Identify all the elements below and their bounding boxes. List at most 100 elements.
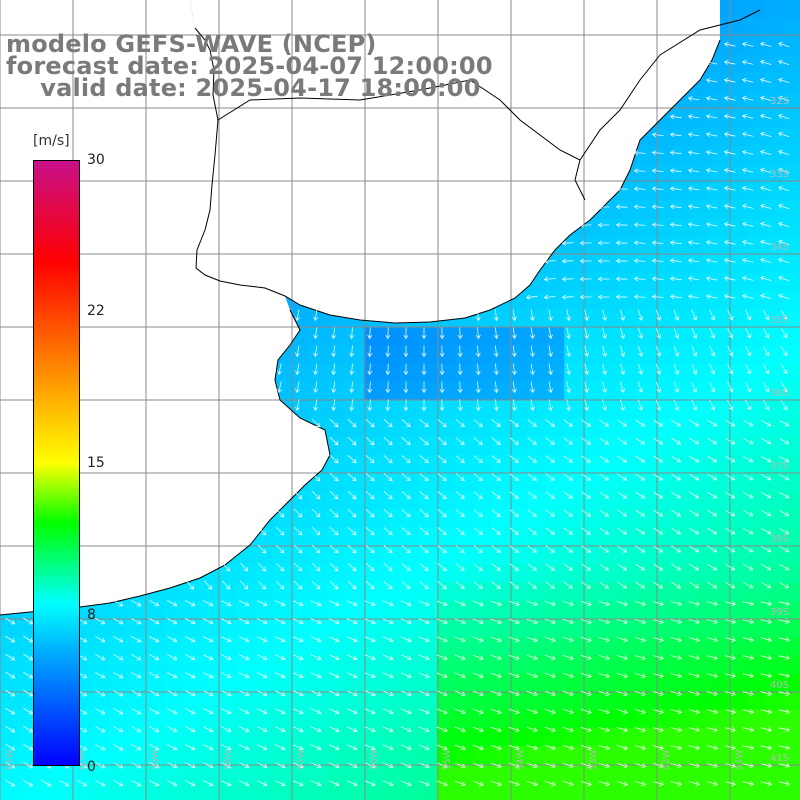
wind-arrow (687, 222, 700, 228)
wind-arrow (511, 363, 517, 376)
wind-cell (600, 691, 620, 711)
wind-arrow (184, 618, 196, 625)
wind-cell (782, 273, 800, 292)
wind-cell (182, 673, 201, 693)
wind-arrow (706, 637, 719, 642)
wind-arrow (23, 743, 34, 751)
wind-arrow (473, 581, 483, 589)
wind-cell (509, 345, 529, 365)
wind-cell (637, 564, 656, 583)
wind-arrow (599, 545, 610, 553)
lat-label: 36S (770, 388, 789, 399)
wind-cell (782, 764, 800, 784)
wind-cell (728, 400, 747, 420)
wind-arrow (759, 167, 772, 173)
wind-arrow (421, 363, 427, 376)
wind-cell (673, 618, 693, 638)
wind-cell (436, 673, 456, 693)
wind-arrow (382, 690, 394, 697)
wind-arrow (724, 601, 737, 606)
wind-arrow (401, 491, 411, 500)
wind-arrow (113, 653, 124, 661)
wind-arrow (364, 726, 376, 733)
wind-cell (473, 764, 492, 784)
wind-arrow (759, 221, 772, 227)
wind-cell (455, 618, 474, 638)
wind-cell (400, 527, 420, 547)
wind-cell (382, 327, 401, 347)
wind-cell (291, 364, 310, 383)
wind-arrow (238, 618, 250, 625)
wind-arrow (579, 222, 592, 228)
wind-arrow (313, 309, 319, 322)
wind-cell (582, 655, 602, 674)
wind-arrow (382, 672, 394, 679)
wind-cell (564, 418, 583, 438)
coastline-north (194, 27, 721, 324)
wind-cell (746, 72, 765, 92)
wind-arrow (274, 636, 286, 643)
wind-arrow (760, 763, 773, 768)
wind-arrow (149, 636, 160, 643)
wind-arrow (669, 204, 682, 210)
wind-arrow (419, 509, 429, 518)
wind-cell (473, 345, 492, 365)
wind-cell (109, 728, 128, 747)
wind-cell (491, 327, 511, 347)
wind-cell (655, 782, 674, 800)
wind-cell (382, 637, 401, 656)
wind-cell (327, 455, 347, 474)
wind-cell (327, 418, 347, 438)
wind-arrow (673, 327, 680, 339)
wind-cell (309, 728, 329, 747)
colorbar-tick-0: 0 (87, 759, 96, 775)
wind-cell (291, 509, 310, 529)
wind-arrow (670, 709, 683, 714)
wind-arrow (491, 455, 501, 463)
wind-cell (600, 618, 620, 638)
wind-cell (527, 509, 547, 529)
wind-cell (637, 327, 656, 347)
wind-cell (655, 291, 674, 310)
wind-arrow (23, 707, 34, 715)
wind-arrow (346, 618, 358, 625)
wind-cell (382, 728, 401, 747)
wind-arrow (634, 781, 647, 787)
wind-arrow (759, 275, 772, 281)
wind-arrow (635, 473, 646, 481)
wind-cell (473, 509, 492, 529)
wind-cell (655, 236, 674, 256)
wind-arrow (544, 744, 556, 751)
wind-arrow (651, 132, 664, 138)
wind-cell (418, 655, 438, 674)
wind-arrow (561, 294, 574, 300)
wind-cell (600, 436, 620, 456)
wind-cell (618, 618, 638, 638)
wind-cell (200, 746, 219, 765)
wind-cell (345, 728, 365, 747)
wind-arrow (220, 762, 232, 769)
wind-arrow (617, 527, 628, 535)
wind-arrow (454, 636, 466, 643)
wind-cell (418, 728, 438, 747)
wind-cell (254, 655, 274, 674)
wind-cell (728, 254, 747, 274)
wind-arrow (418, 708, 430, 715)
wind-arrow (599, 419, 610, 427)
wind-arrow (222, 562, 231, 572)
wind-cell (782, 782, 800, 800)
wind-cell (546, 327, 565, 347)
wind-cell (382, 564, 401, 583)
wind-arrow (688, 619, 701, 624)
wind-arrow (202, 726, 214, 733)
wind-arrow (706, 655, 719, 660)
wind-cell (345, 691, 365, 711)
wind-arrow (778, 239, 790, 246)
wind-arrow (778, 745, 791, 750)
wind-cell (637, 473, 656, 492)
wind-cell (309, 491, 329, 511)
wind-cell (764, 655, 784, 674)
wind-arrow (95, 689, 106, 697)
wind-arrow (328, 636, 340, 643)
wind-cell (400, 600, 420, 620)
